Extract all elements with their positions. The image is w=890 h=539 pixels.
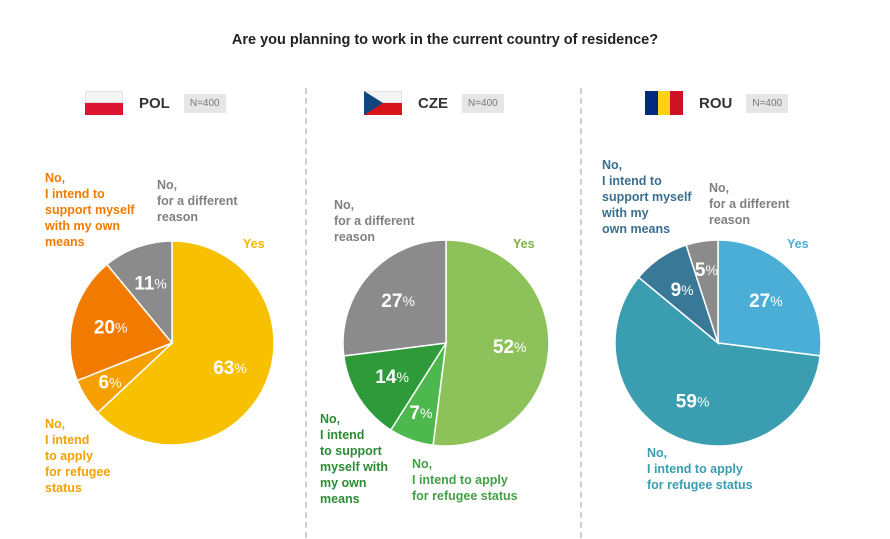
legend-label-different: No, for a different reason — [334, 198, 415, 244]
pie-slice-rou-yes — [717, 239, 822, 357]
country-code: POL — [139, 94, 170, 112]
panel-header-cze: CZE N=400 — [364, 90, 504, 116]
legend-label-own-means: No, I intend to support myself with my o… — [320, 412, 389, 506]
romania-flag-icon — [645, 91, 683, 115]
country-code: CZE — [418, 94, 448, 112]
pie-slice-cze-different — [342, 239, 447, 357]
sample-size-badge: N=400 — [183, 93, 226, 113]
data-label-rou-different: 5% — [695, 259, 718, 280]
data-label-pol-yes: 63% — [213, 358, 247, 379]
pie-slice-rou-refugee — [614, 276, 822, 447]
data-label-rou-yes: 27% — [749, 290, 783, 311]
sample-size-badge: N=400 — [746, 93, 789, 113]
pie-slice-pol-yes — [96, 240, 275, 446]
legend-label-yes: Yes — [243, 237, 265, 251]
pie-slice-pol-own-means — [69, 263, 174, 382]
pie-slice-rou-different — [685, 239, 719, 344]
panel-header-pol: POL N=400 — [85, 90, 226, 116]
data-label-cze-different: 27% — [381, 290, 415, 311]
divider-left — [305, 88, 307, 538]
country-code: ROU — [699, 94, 733, 112]
czechia-flag-icon — [364, 91, 402, 115]
legend-label-different: No, for a different reason — [157, 178, 238, 224]
legend-label-yes: Yes — [513, 237, 535, 251]
pie-slice-cze-yes — [432, 239, 550, 447]
chart-title: Are you planning to work in the current … — [231, 32, 659, 48]
data-label-rou-own-means: 9% — [671, 280, 694, 301]
legend-label-yes: Yes — [787, 237, 809, 251]
legend-label-own-means: No, I intend to support myself with my o… — [45, 171, 135, 249]
data-label-pol-different: 11% — [134, 273, 167, 294]
legend-label-different: No, for a different reason — [709, 181, 790, 227]
data-label-cze-refugee: 7% — [409, 402, 432, 423]
legend-label-own-means: No, I intend to support myself with my o… — [602, 158, 692, 236]
data-label-cze-yes: 52% — [493, 337, 527, 358]
panel-header-rou: ROU N=400 — [645, 90, 789, 116]
sample-size-badge: N=400 — [462, 93, 504, 113]
pie-slice-pol-different — [105, 240, 173, 346]
legend-label-refugee: No, I intend to apply for refugee status — [45, 417, 111, 495]
legend-label-refugee: No, I intend to apply for refugee status — [412, 457, 518, 503]
data-label-pol-refugee: 6% — [98, 372, 121, 393]
data-label-pol-own-means: 20% — [94, 317, 128, 338]
poland-flag-icon — [85, 91, 123, 115]
pie-slice-cze-own-means — [342, 342, 448, 432]
divider-right — [580, 88, 582, 538]
legend-label-refugee: No, I intend to apply for refugee status — [647, 446, 753, 492]
data-label-rou-refugee: 59% — [676, 391, 710, 412]
data-label-cze-own-means: 14% — [375, 367, 409, 388]
